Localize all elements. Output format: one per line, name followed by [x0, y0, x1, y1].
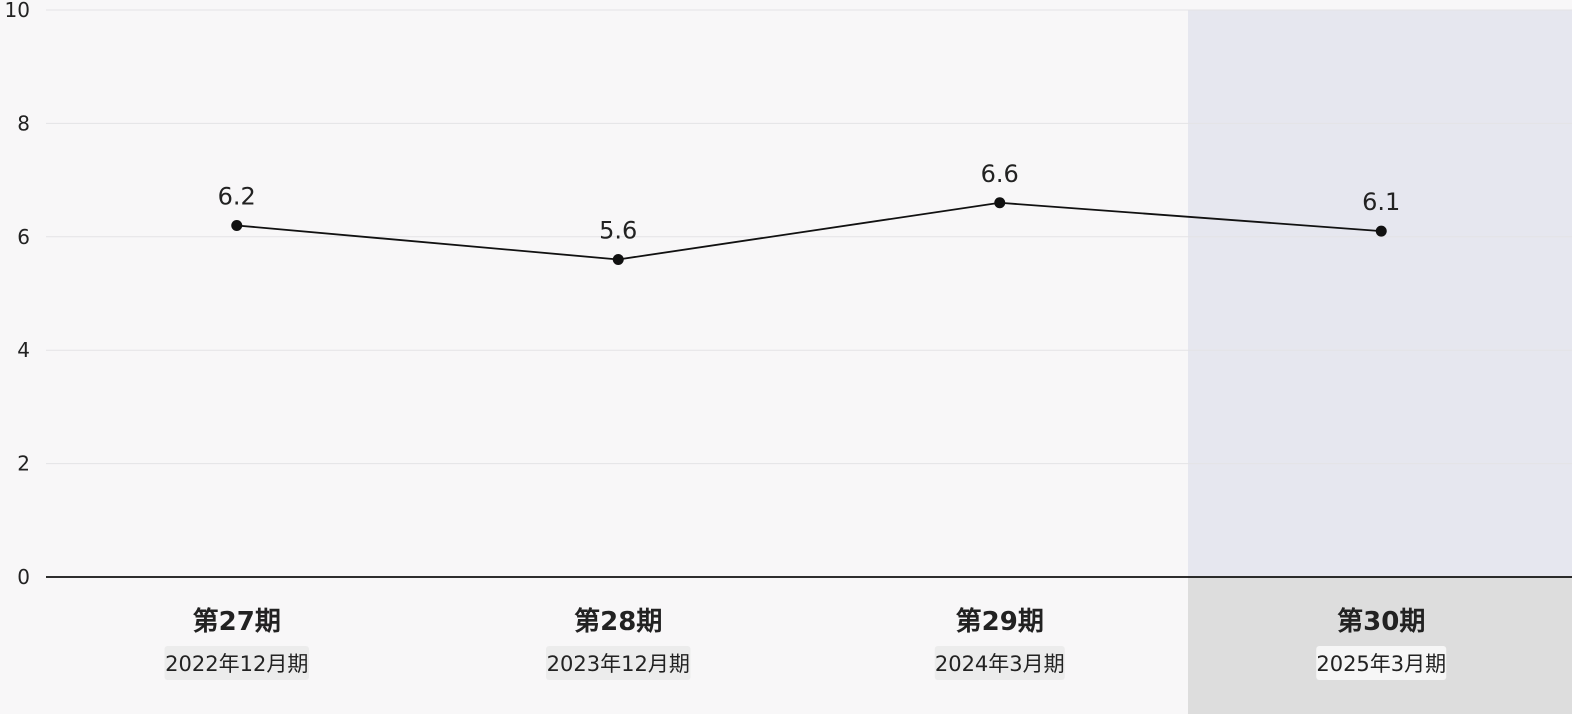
- y-tick-label: 4: [17, 338, 30, 362]
- y-tick-label: 10: [5, 0, 30, 22]
- y-tick-label: 0: [17, 565, 30, 589]
- period-date-badge: [164, 646, 309, 680]
- highlight-plot-band: [1188, 10, 1572, 577]
- highlight-label-band-top: [1188, 577, 1572, 597]
- data-point: [994, 197, 1006, 209]
- x-tick-label: 第28期: [574, 606, 662, 637]
- data-point: [612, 253, 624, 265]
- x-tick-label: 第29期: [956, 606, 1044, 637]
- grid-lines: [46, 9, 1572, 465]
- period-date-badge: [546, 646, 691, 680]
- data-labels: 6.2 5.6 6.6 6.1: [218, 160, 1401, 245]
- period-date-badge: [934, 646, 1065, 680]
- y-tick-label: 2: [17, 452, 30, 476]
- data-point: [231, 219, 243, 231]
- y-tick-label: 6: [17, 225, 30, 249]
- data-label: 5.6: [599, 216, 637, 244]
- x-axis-labels: 第27期 2022年12月期 第28期 2023年12月期 第29期 2024年3月期 第3…: [164, 606, 1447, 680]
- highlight-label-band: [1188, 577, 1572, 714]
- period-date-label: 2025年3月期: [1316, 652, 1446, 676]
- period-date-label: 2022年12月期: [165, 652, 308, 676]
- data-point: [1375, 225, 1387, 237]
- series-line: [236, 201, 1382, 261]
- x-tick-label: 第27期: [193, 606, 281, 637]
- period-date-label: 2023年12月期: [547, 652, 690, 676]
- period-date-label: 2024年3月期: [935, 652, 1065, 676]
- period-date-badge: [1316, 646, 1447, 680]
- x-tick-label: 第30期: [1337, 606, 1425, 637]
- data-label: 6.2: [218, 182, 256, 210]
- series-line-group: [236, 201, 1382, 261]
- y-tick-label: 8: [17, 111, 30, 135]
- data-label: 6.1: [1362, 188, 1400, 216]
- data-points: [231, 197, 1387, 265]
- y-axis-ticks: 0 2 4 6 8 10: [5, 0, 30, 589]
- data-label: 6.6: [981, 160, 1019, 188]
- highlight-region: [1188, 10, 1572, 714]
